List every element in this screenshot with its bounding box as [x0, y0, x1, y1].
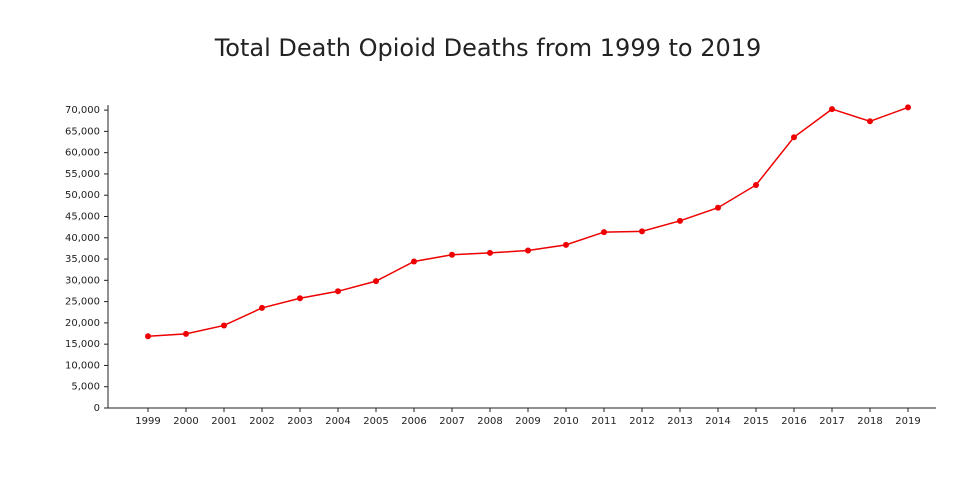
y-tick-label: 30,000 [65, 275, 100, 286]
data-point [753, 181, 759, 188]
data-point [449, 251, 455, 258]
data-point [145, 333, 151, 340]
y-tick-label: 15,000 [65, 339, 100, 350]
x-tick-label: 2001 [211, 416, 236, 427]
y-tick-label: 5,000 [71, 382, 100, 393]
data-point [639, 228, 645, 235]
x-tick-label: 1999 [135, 416, 160, 427]
x-tick-label: 2010 [553, 416, 578, 427]
data-point [373, 278, 379, 285]
x-tick-label: 2002 [249, 416, 274, 427]
x-tick-label: 2007 [439, 416, 464, 427]
y-tick-label: 55,000 [65, 169, 100, 180]
x-tick-label: 2009 [515, 416, 540, 427]
x-tick-label: 2004 [325, 416, 350, 427]
y-tick-label: 60,000 [65, 148, 100, 159]
data-point [335, 288, 341, 295]
y-tick-label: 25,000 [65, 297, 100, 308]
y-tick-label: 45,000 [65, 211, 100, 222]
y-tick-label: 20,000 [65, 318, 100, 329]
x-tick-label: 2016 [781, 416, 806, 427]
data-point [563, 241, 569, 248]
chart-title: Total Death Opioid Deaths from 1999 to 2… [214, 34, 762, 62]
data-point [601, 229, 607, 236]
x-tick-label: 2012 [629, 416, 654, 427]
data-point [829, 106, 835, 113]
x-tick-label: 2013 [667, 416, 692, 427]
x-tick-label: 2019 [895, 416, 920, 427]
y-tick-label: 10,000 [65, 360, 100, 371]
data-point [411, 258, 417, 265]
y-tick-label: 50,000 [65, 190, 100, 201]
data-point [715, 204, 721, 211]
x-tick-label: 2008 [477, 416, 502, 427]
data-point [905, 104, 911, 111]
x-tick-label: 2015 [743, 416, 768, 427]
data-point [183, 330, 189, 337]
y-tick-label: 0 [94, 403, 100, 414]
x-tick-label: 2000 [173, 416, 198, 427]
y-tick-label: 65,000 [65, 126, 100, 137]
data-point [487, 249, 493, 256]
series-line [147, 106, 909, 338]
data-point [791, 134, 797, 141]
x-tick-label: 2006 [401, 416, 426, 427]
data-point [221, 322, 227, 329]
data-point [297, 295, 303, 302]
y-tick-label: 40,000 [65, 233, 100, 244]
data-point [259, 304, 265, 311]
x-tick-label: 2005 [363, 416, 388, 427]
x-tick-label: 2003 [287, 416, 312, 427]
data-point [525, 247, 531, 254]
y-tick-label: 70,000 [65, 105, 100, 116]
x-tick-label: 2017 [819, 416, 844, 427]
data-point [677, 217, 683, 224]
x-tick-label: 2011 [591, 416, 616, 427]
y-tick-label: 35,000 [65, 254, 100, 265]
data-point [867, 118, 873, 125]
x-tick-label: 2014 [705, 416, 730, 427]
x-tick-label: 2018 [857, 416, 882, 427]
